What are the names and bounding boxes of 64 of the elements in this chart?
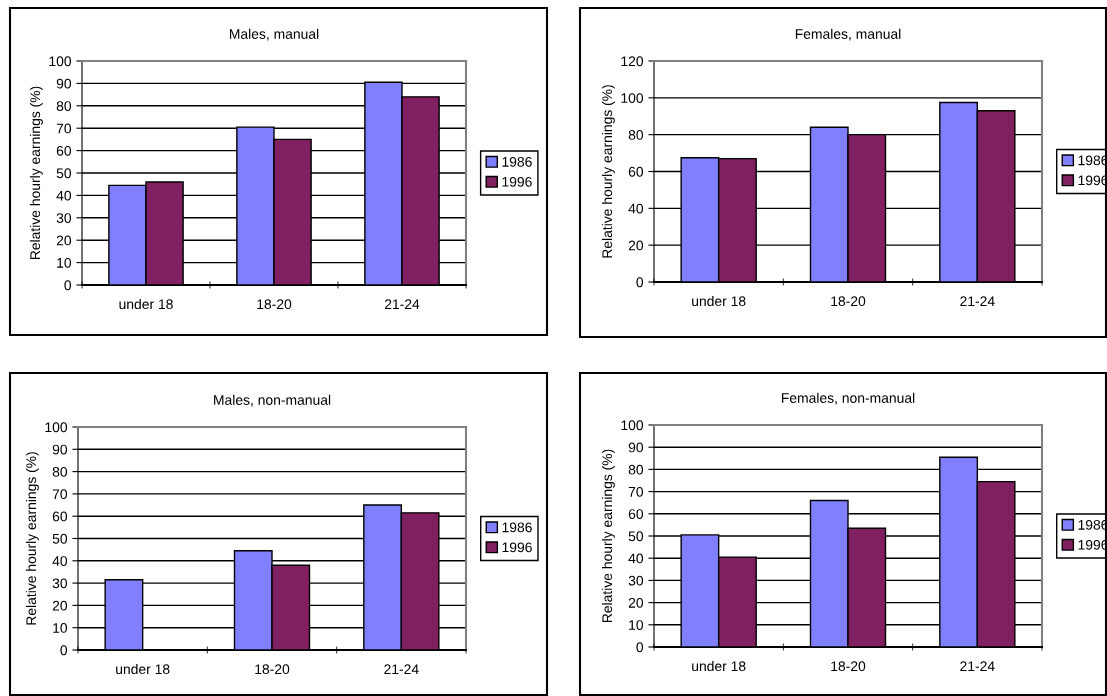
y-axis-title: Relative hourly earnings (%) [601, 449, 615, 623]
y-axis-title: Relative hourly earnings (%) [601, 85, 615, 258]
y-tick-label: 90 [52, 444, 68, 455]
y-tick-label: 90 [56, 78, 72, 89]
x-tick-label: 21-24 [384, 299, 420, 309]
y-tick-label: 60 [52, 511, 68, 522]
y-tick-label: 100 [45, 422, 68, 433]
y-tick-label: 20 [52, 600, 68, 611]
x-tick-label: under 18 [692, 295, 746, 307]
y-tick-label: 60 [56, 145, 72, 156]
x-tick-label: under 18 [116, 663, 170, 675]
y-tick-label: 0 [64, 280, 72, 291]
y-tick-label: 120 [621, 56, 644, 67]
y-tick-label: 30 [56, 213, 72, 223]
y-tick-label: 80 [56, 101, 72, 111]
x-tick-label: 18-20 [255, 664, 290, 675]
y-tick-label: 0 [636, 277, 644, 288]
y-tick-label: 10 [57, 257, 72, 268]
y-tick-label: 40 [56, 190, 72, 201]
y-tick-label: 30 [52, 578, 68, 589]
chart-title: Females, manual [795, 28, 901, 41]
chart-title: Males, non-manual [214, 394, 331, 407]
y-tick-label: 20 [628, 240, 644, 251]
x-tick-label: 18-20 [831, 661, 866, 672]
x-tick-label: 21-24 [960, 296, 995, 306]
y-tick-label: 10 [53, 623, 68, 633]
y-tick-label: 60 [628, 166, 644, 177]
y-tick-label: 0 [636, 642, 644, 653]
chart-title: Females, non-manual [781, 392, 915, 405]
x-tick-label: 21-24 [384, 664, 419, 674]
y-tick-label: 40 [52, 556, 68, 566]
y-tick-label: 100 [49, 56, 72, 67]
legend-label: 1986 [502, 156, 532, 167]
x-tick-label: under 18 [692, 660, 746, 672]
x-tick-label: 21-24 [960, 661, 995, 671]
y-axis-title: Relative hourly earnings (%) [25, 452, 39, 625]
y-tick-label: 10 [629, 620, 644, 630]
y-tick-label: 70 [628, 486, 644, 497]
y-tick-label: 50 [628, 531, 644, 542]
x-tick-label: 18-20 [831, 296, 866, 307]
y-tick-label: 100 [621, 420, 644, 431]
y-tick-label: 70 [56, 123, 72, 134]
y-tick-label: 40 [628, 203, 644, 214]
y-tick-label: 40 [628, 553, 644, 564]
y-axis-title: Relative hourly earnings (%) [29, 86, 43, 260]
y-tick-label: 80 [628, 130, 644, 140]
y-tick-label: 20 [56, 235, 72, 246]
y-tick-label: 50 [52, 533, 68, 544]
y-tick-label: 50 [56, 168, 72, 179]
y-tick-label: 80 [628, 464, 644, 475]
chart-title: Males, manual [229, 28, 319, 41]
y-tick-label: 60 [628, 509, 644, 519]
y-tick-label: 100 [621, 93, 644, 103]
x-tick-label: under 18 [119, 298, 173, 310]
y-tick-label: 30 [628, 575, 644, 586]
legend-label: 1986 [502, 522, 532, 533]
y-tick-label: 20 [628, 597, 644, 608]
x-tick-label: 18-20 [257, 299, 292, 310]
y-tick-label: 90 [628, 442, 644, 453]
legend-label: 1996 [502, 176, 532, 187]
y-tick-label: 80 [52, 466, 68, 477]
y-tick-label: 0 [60, 645, 68, 656]
legend-label: 1996 [502, 542, 532, 553]
y-tick-label: 70 [52, 489, 68, 500]
